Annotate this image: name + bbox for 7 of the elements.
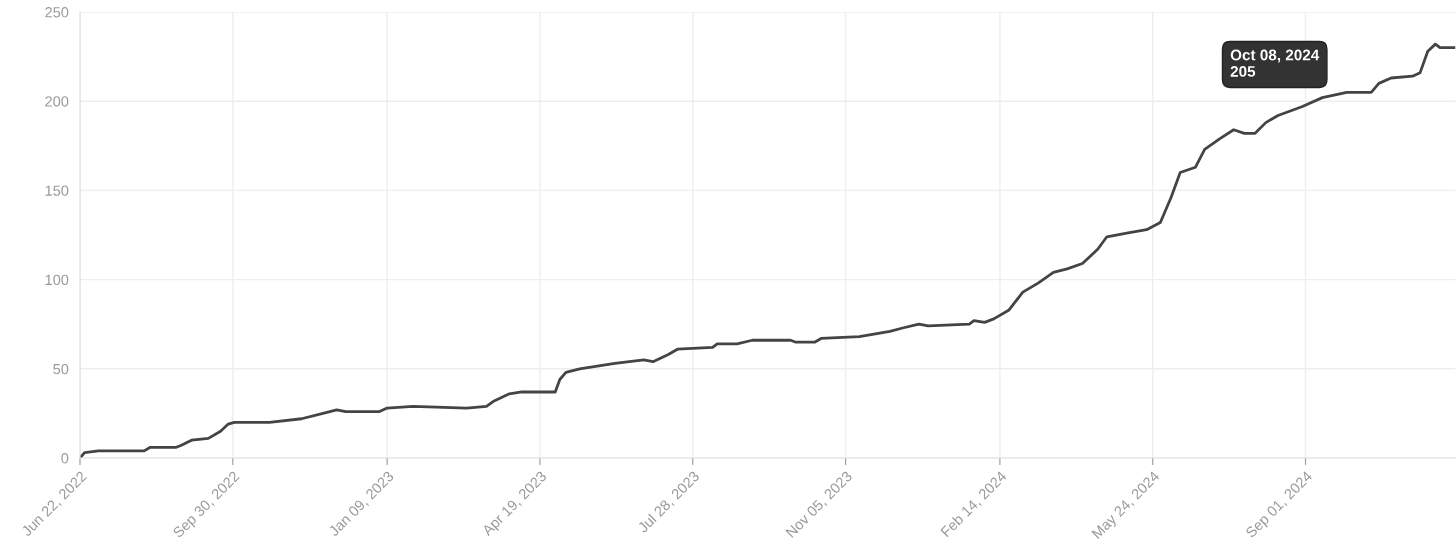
y-tick-label: 150 <box>45 185 69 196</box>
y-tick-label: 200 <box>45 96 69 107</box>
y-tick-label: 100 <box>45 274 69 286</box>
annotation: Oct 08, 2024 205 <box>1230 49 1320 77</box>
y-tick-label: 50 <box>53 363 69 375</box>
y-tick-label: 0 <box>61 453 69 464</box>
y-tick-label: 250 <box>45 7 69 18</box>
